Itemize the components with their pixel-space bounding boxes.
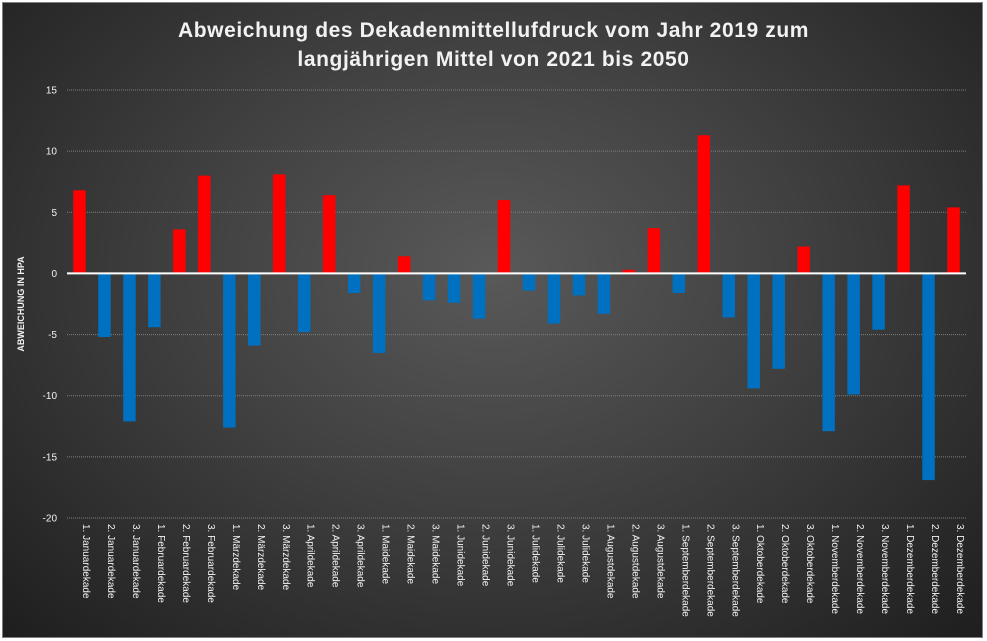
bar bbox=[747, 273, 760, 389]
bar bbox=[772, 273, 785, 369]
bar bbox=[672, 273, 686, 293]
bar bbox=[223, 273, 236, 428]
x-tick-label: 3. Aprildekade bbox=[355, 524, 366, 588]
x-tick-label: 2. Dezemberdekade bbox=[929, 524, 940, 614]
x-tick-label: 3. Julidekade bbox=[579, 524, 590, 583]
x-tick-label: 3. Märzdekade bbox=[280, 524, 291, 591]
x-tick-label: 1. Märzdekade bbox=[230, 524, 241, 591]
bar bbox=[248, 273, 261, 346]
bar bbox=[897, 185, 910, 274]
bar bbox=[797, 246, 810, 274]
bar bbox=[947, 207, 960, 274]
x-tick-label: 1. Septemberdekade bbox=[679, 524, 690, 617]
y-tick-label: -5 bbox=[48, 330, 57, 341]
bar bbox=[572, 273, 586, 296]
x-tick-label: 1. Februardekade bbox=[155, 524, 166, 603]
bar bbox=[597, 273, 611, 314]
bar bbox=[397, 256, 411, 274]
chart-title-line-1: Abweichung des Dekadenmittellufdruck vom… bbox=[177, 19, 810, 42]
x-tick-label: 3. Novemberdekade bbox=[879, 524, 890, 614]
x-tick-label: 1. Novemberdekade bbox=[829, 524, 840, 614]
bar bbox=[722, 273, 736, 318]
y-tick-label: 15 bbox=[46, 86, 58, 97]
bar bbox=[198, 175, 211, 274]
chart-title-line-2: langjährigen Mittel von 2021 bis 2050 bbox=[297, 48, 690, 71]
x-tick-label: 1. Julidekade bbox=[529, 524, 540, 583]
bar bbox=[447, 273, 461, 303]
bar bbox=[73, 190, 86, 274]
y-tick-label: -20 bbox=[43, 514, 58, 525]
bar bbox=[322, 195, 336, 274]
bar bbox=[123, 273, 136, 422]
x-tick-label: 2. Novemberdekade bbox=[854, 524, 865, 614]
x-tick-label: 2. Märzdekade bbox=[255, 524, 266, 591]
bar bbox=[148, 273, 161, 328]
x-tick-label: 1. Januardekade bbox=[80, 524, 91, 599]
y-tick-label: -15 bbox=[43, 452, 58, 463]
x-tick-label: 1. Junidekade bbox=[455, 524, 466, 587]
bar bbox=[422, 273, 436, 301]
bar bbox=[922, 273, 935, 481]
bar bbox=[273, 174, 286, 274]
x-tick-label: 3. Junidekade bbox=[505, 524, 516, 587]
x-tick-label: 1. Maidekade bbox=[380, 524, 391, 584]
x-tick-label: 2. Februardekade bbox=[180, 524, 191, 603]
bar bbox=[622, 269, 636, 274]
x-tick-label: 1. Augustdekade bbox=[604, 524, 615, 599]
x-tick-label: 2. Oktoberdekade bbox=[779, 524, 790, 604]
bar bbox=[98, 273, 111, 338]
x-tick-label: 2. Julidekade bbox=[554, 524, 565, 583]
x-tick-label: 3. Augustdekade bbox=[654, 524, 665, 599]
x-tick-label: 3. Dezemberdekade bbox=[954, 524, 965, 614]
bar bbox=[497, 200, 511, 274]
bar bbox=[697, 135, 711, 274]
x-tick-label: 3. Januardekade bbox=[130, 524, 141, 599]
x-tick-label: 3. Maidekade bbox=[430, 524, 441, 584]
bar bbox=[297, 273, 311, 333]
bar bbox=[173, 229, 186, 274]
y-tick-label: 5 bbox=[51, 208, 57, 219]
bar bbox=[472, 273, 486, 319]
x-tick-label: 2. Augustdekade bbox=[629, 524, 640, 599]
x-tick-label: 2. Aprildekade bbox=[330, 524, 341, 588]
bar bbox=[347, 273, 361, 293]
x-tick-label: 3. Februardekade bbox=[205, 524, 216, 603]
x-tick-label: 2. Maidekade bbox=[405, 524, 416, 584]
x-tick-label: 2. Junidekade bbox=[480, 524, 491, 587]
bar bbox=[547, 273, 561, 324]
bar bbox=[822, 273, 835, 432]
y-tick-label: 0 bbox=[51, 269, 57, 280]
bar bbox=[872, 273, 885, 330]
bar bbox=[647, 228, 661, 274]
bar bbox=[847, 273, 860, 395]
x-tick-label: 3. Septemberdekade bbox=[729, 524, 740, 617]
x-tick-label: 1. Dezemberdekade bbox=[904, 524, 915, 614]
x-tick-label: 2. Januardekade bbox=[105, 524, 116, 599]
x-tick-label: 1. Oktoberdekade bbox=[754, 524, 765, 604]
x-tick-label: 1. Aprildekade bbox=[305, 524, 316, 588]
y-tick-label: 10 bbox=[46, 147, 58, 158]
bar bbox=[372, 273, 386, 353]
x-tick-label: 3. Oktoberdekade bbox=[804, 524, 815, 604]
x-tick-label: 2. Septemberdekade bbox=[704, 524, 715, 617]
bar bbox=[522, 273, 536, 291]
y-tick-label: -10 bbox=[43, 391, 58, 402]
